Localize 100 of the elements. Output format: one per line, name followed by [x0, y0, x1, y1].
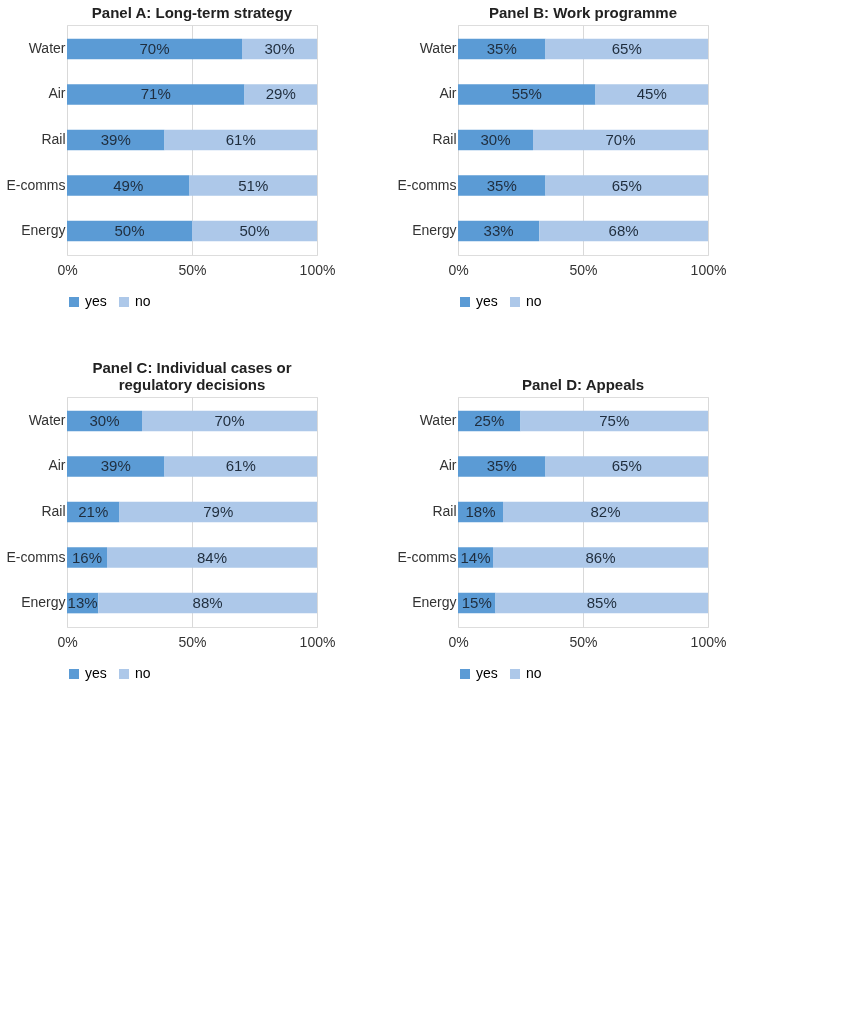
x-tick-label: 100%: [299, 633, 336, 650]
bar: [495, 592, 708, 614]
data-label: 35%: [486, 457, 517, 475]
bar: [539, 220, 708, 242]
x-tick-label: 0%: [57, 633, 78, 650]
data-label: 70%: [605, 131, 636, 148]
bar: [520, 410, 708, 432]
chart-title: Panel A: Long-term strategy: [91, 4, 293, 21]
data-label: 16%: [71, 548, 103, 566]
y-tick-label: Air: [439, 85, 457, 102]
y-tick-label: Water: [28, 39, 66, 56]
y-tick-label: E-comms: [397, 176, 457, 193]
bar: [67, 175, 190, 196]
data-label: 84%: [196, 548, 228, 566]
x-tick-label: 50%: [569, 633, 598, 650]
data-label: 15%: [461, 594, 492, 612]
data-label: 29%: [265, 85, 296, 103]
bar: [503, 501, 708, 523]
y-tick-label: E-comms: [397, 548, 457, 565]
legend-label: no: [135, 665, 151, 681]
data-label: 30%: [264, 39, 295, 57]
bar: [67, 456, 165, 477]
data-label: 71%: [140, 85, 171, 103]
data-label: 75%: [599, 411, 630, 429]
y-tick-label: Water: [419, 39, 457, 56]
data-label: 82%: [590, 503, 621, 520]
x-tick-label: 0%: [448, 261, 469, 278]
y-tick-label: Rail: [41, 503, 66, 519]
bar: [493, 547, 708, 568]
x-tick-label: 50%: [569, 261, 598, 278]
y-tick-label: Air: [48, 85, 66, 102]
data-label: 30%: [89, 411, 120, 429]
y-tick-label: Energy: [412, 222, 457, 239]
y-tick-label: Energy: [21, 222, 66, 239]
bar: [164, 129, 317, 151]
y-tick-label: Water: [419, 411, 457, 428]
x-tick-label: 50%: [178, 261, 207, 278]
bar: [67, 220, 192, 242]
bar: [107, 547, 317, 568]
y-tick-label: Rail: [432, 503, 457, 519]
data-label: 65%: [611, 457, 642, 475]
data-label: 39%: [100, 457, 131, 475]
y-tick-label: E-comms: [6, 176, 66, 193]
bar: [458, 84, 596, 105]
data-label: 55%: [511, 85, 542, 103]
y-tick-label: Rail: [432, 131, 457, 147]
bar: [192, 220, 317, 242]
bar: [119, 501, 317, 523]
bar: [164, 456, 317, 477]
x-tick-label: 100%: [299, 261, 336, 278]
bar: [98, 592, 317, 614]
data-label: 39%: [100, 131, 131, 148]
data-label: 21%: [78, 503, 109, 520]
bar: [67, 84, 245, 105]
data-label: 35%: [486, 39, 517, 57]
chart-title: Panel C: Individual cases or regulatory decisions: [92, 359, 292, 393]
legend-label: yes: [85, 293, 107, 309]
data-label: 13%: [67, 594, 98, 612]
y-tick-label: Air: [48, 457, 66, 474]
y-tick-label: Energy: [21, 594, 66, 611]
legend-label: no: [526, 293, 542, 309]
y-tick-label: E-comms: [6, 548, 66, 565]
bar: [533, 129, 708, 151]
data-label: 35%: [486, 176, 517, 194]
data-label: 14%: [460, 548, 491, 566]
bar: [142, 410, 317, 432]
data-label: 61%: [225, 131, 256, 148]
x-tick-label: 0%: [57, 261, 78, 278]
x-tick-label: 100%: [690, 633, 727, 650]
data-label: 65%: [611, 39, 642, 57]
data-label: 88%: [192, 594, 223, 612]
data-label: 65%: [611, 176, 642, 194]
legend-label: yes: [476, 665, 498, 681]
bar: [458, 175, 546, 196]
x-tick-label: 50%: [178, 633, 207, 650]
chart-title: Panel B: Work programme: [488, 4, 678, 21]
bar: [595, 84, 708, 105]
data-label: 49%: [113, 176, 144, 194]
bar: [458, 456, 546, 477]
data-label: 50%: [239, 222, 270, 240]
bar: [545, 456, 708, 477]
data-label: 68%: [608, 222, 639, 240]
bar: [545, 38, 708, 60]
bar: [67, 38, 242, 60]
legend-label: yes: [85, 665, 107, 681]
data-label: 61%: [225, 457, 256, 475]
data-label: 30%: [480, 131, 511, 148]
data-label: 33%: [483, 222, 514, 240]
bar: [189, 175, 317, 196]
y-tick-label: Air: [439, 457, 457, 474]
data-label: 45%: [636, 85, 667, 103]
data-label: 25%: [474, 411, 505, 429]
bar: [545, 175, 708, 196]
y-tick-label: Water: [28, 411, 66, 428]
chart-title: Panel D: Appeals: [522, 376, 644, 393]
legend-label: no: [135, 293, 151, 309]
x-tick-label: 0%: [448, 633, 469, 650]
legend-label: yes: [476, 293, 498, 309]
y-tick-label: Rail: [41, 131, 66, 147]
data-label: 51%: [238, 176, 269, 194]
